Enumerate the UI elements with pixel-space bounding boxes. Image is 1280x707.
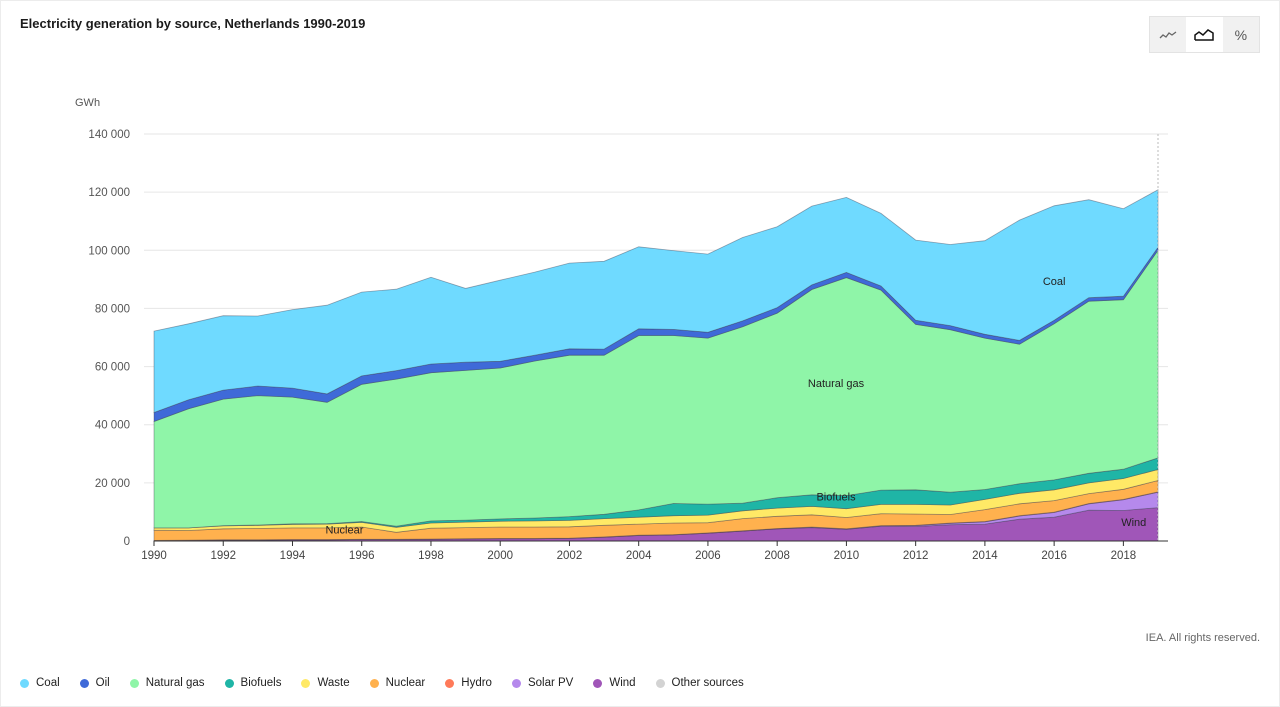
- area-annotation-label: Natural gas: [808, 378, 865, 390]
- line-chart-icon: [1159, 30, 1177, 38]
- percent-icon: %: [1234, 26, 1248, 43]
- x-tick-label: 1994: [280, 550, 306, 562]
- legend-swatch: [301, 678, 311, 688]
- credit-text: IEA. All rights reserved.: [1145, 632, 1260, 644]
- x-tick-label: 2004: [626, 550, 652, 562]
- area-annotation-label: Coal: [1043, 276, 1066, 288]
- x-tick-label: 2008: [764, 550, 790, 562]
- y-tick-label: 140 000: [88, 129, 130, 141]
- legend-label: Hydro: [461, 677, 492, 689]
- legend-swatch: [655, 678, 665, 688]
- legend-item-biofuels[interactable]: Biofuels: [224, 677, 282, 689]
- legend-item-solar-pv[interactable]: Solar PV: [511, 677, 574, 689]
- legend-swatch: [369, 678, 379, 688]
- legend-item-waste[interactable]: Waste: [301, 677, 350, 689]
- legend-swatch: [79, 678, 89, 688]
- legend-item-other-sources[interactable]: Other sources: [655, 677, 744, 689]
- y-tick-label: 0: [124, 536, 130, 548]
- legend: Coal Oil Natural gas Biofuels Waste Nuclear Hy…: [20, 677, 764, 689]
- y-tick-label: 80 000: [95, 303, 130, 315]
- legend-label: Coal: [36, 677, 60, 689]
- legend-item-coal[interactable]: Coal: [20, 677, 60, 689]
- line-chart-button[interactable]: [1150, 17, 1186, 52]
- x-tick-label: 2012: [903, 550, 929, 562]
- legend-swatch: [224, 678, 234, 688]
- x-tick-label: 1990: [141, 550, 167, 562]
- chart-title: Electricity generation by source, Nether…: [20, 16, 366, 31]
- legend-item-oil[interactable]: Oil: [79, 677, 110, 689]
- legend-item-natural-gas[interactable]: Natural gas: [129, 677, 205, 689]
- x-tick-label: 2006: [695, 550, 721, 562]
- legend-item-hydro[interactable]: Hydro: [445, 677, 492, 689]
- y-tick-label: 100 000: [88, 245, 130, 257]
- legend-swatch: [593, 678, 603, 688]
- percent-button[interactable]: %: [1223, 17, 1259, 52]
- legend-swatch: [445, 678, 455, 688]
- y-tick-label: 20 000: [95, 478, 130, 490]
- area-annotation-label: Biofuels: [816, 491, 856, 503]
- x-tick-label: 2014: [972, 550, 998, 562]
- legend-label: Wind: [609, 677, 636, 689]
- legend-label: Natural gas: [145, 677, 205, 689]
- x-tick-label: 2016: [1041, 550, 1067, 562]
- x-tick-label: 2018: [1111, 550, 1137, 562]
- legend-label: Solar PV: [527, 677, 574, 689]
- legend-item-wind[interactable]: Wind: [593, 677, 636, 689]
- area-chart-icon: [1194, 28, 1215, 41]
- x-tick-label: 1992: [210, 550, 236, 562]
- x-tick-label: 2010: [834, 550, 860, 562]
- area-annotation-label: Nuclear: [325, 525, 363, 537]
- chart-type-toolbar: %: [1149, 16, 1260, 53]
- legend-label: Oil: [95, 677, 110, 689]
- y-tick-label: 40 000: [95, 420, 130, 432]
- legend-swatch: [129, 678, 139, 688]
- y-axis-label: GWh: [75, 97, 100, 109]
- legend-label: Other sources: [671, 677, 744, 689]
- y-tick-label: 60 000: [95, 362, 130, 374]
- area-chart-button[interactable]: [1186, 17, 1223, 52]
- legend-item-nuclear[interactable]: Nuclear: [369, 677, 426, 689]
- legend-label: Waste: [317, 677, 350, 689]
- x-tick-label: 1998: [418, 550, 444, 562]
- legend-label: Biofuels: [240, 677, 282, 689]
- x-tick-label: 2002: [557, 550, 583, 562]
- x-tick-label: 2000: [487, 550, 513, 562]
- legend-swatch: [511, 678, 521, 688]
- x-tick-label: 1996: [349, 550, 375, 562]
- legend-swatch: [20, 678, 29, 688]
- legend-label: Nuclear: [385, 677, 426, 689]
- y-tick-label: 120 000: [88, 187, 130, 199]
- area-annotation-label: Wind: [1121, 517, 1146, 529]
